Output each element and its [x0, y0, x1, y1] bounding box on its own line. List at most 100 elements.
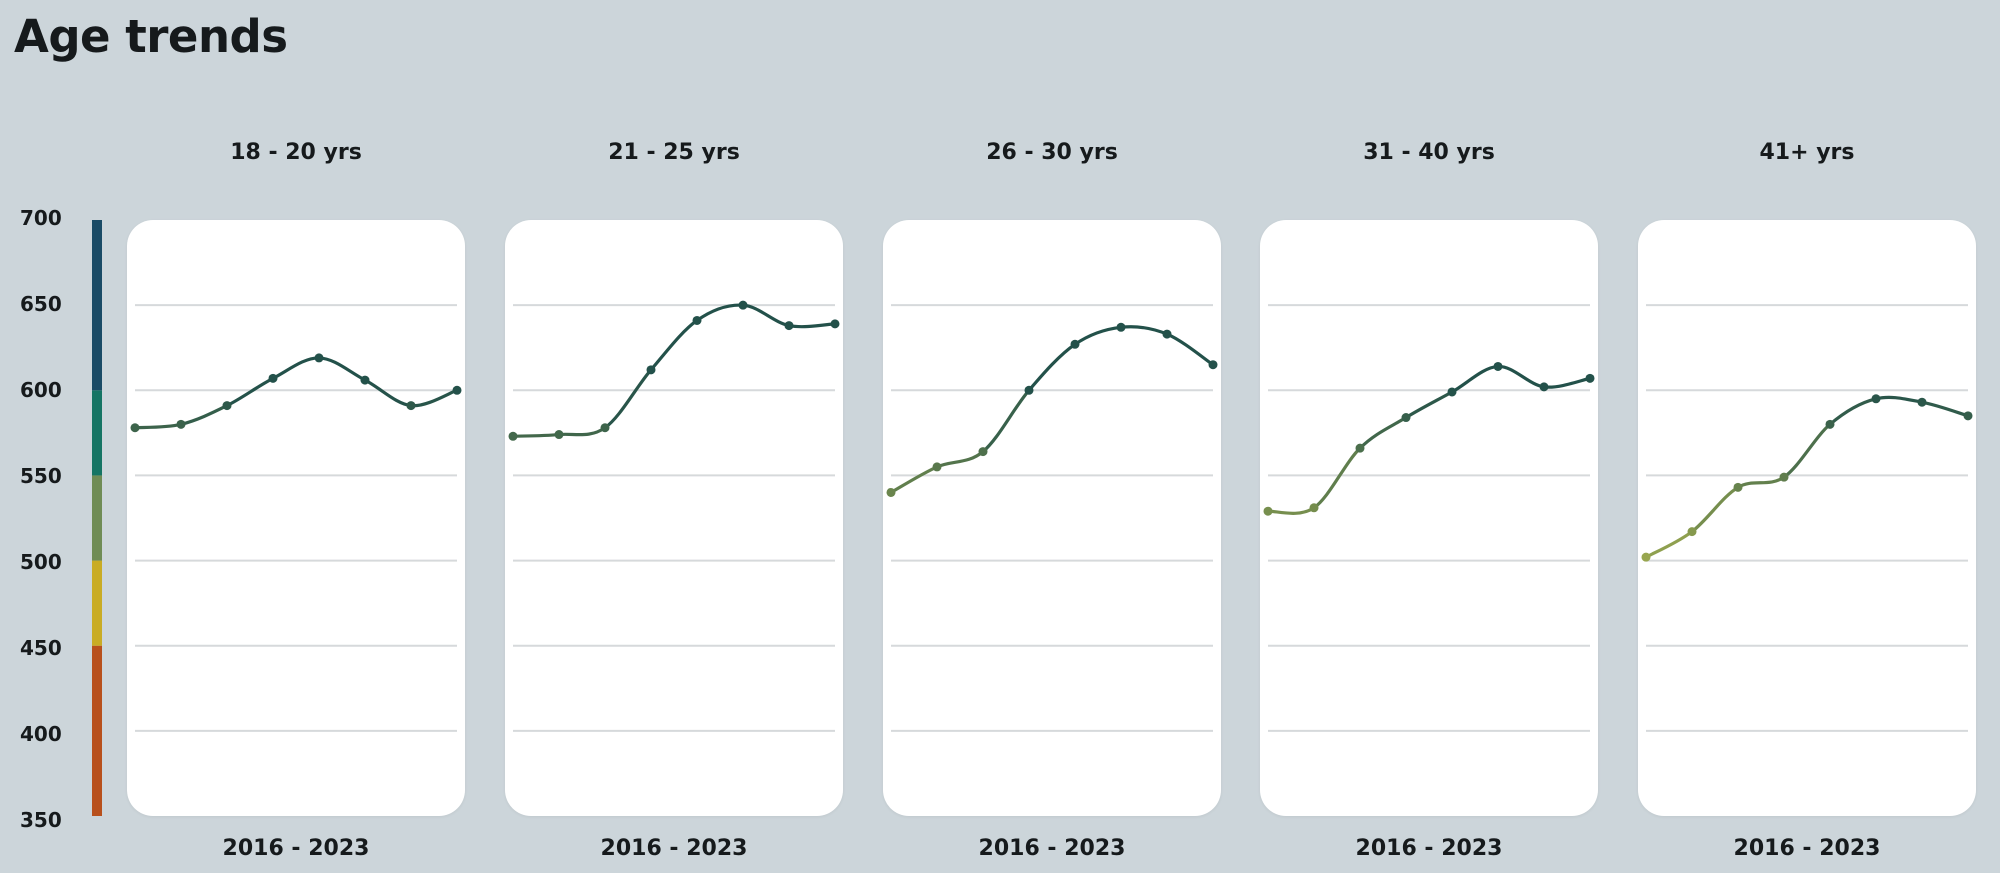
series-line-segment [1312, 446, 1362, 510]
data-point [692, 315, 702, 325]
color-scale-segment [92, 475, 102, 561]
series-line-segment [1119, 325, 1169, 336]
series-line-segment [741, 303, 791, 328]
data-point [886, 487, 896, 497]
y-tick-label: 650 [20, 292, 62, 316]
series-line-segment [1920, 400, 1970, 418]
y-tick-label: 350 [20, 808, 62, 832]
chart-card [1260, 220, 1598, 816]
y-tick-label: 500 [20, 550, 62, 574]
color-scale-segment [92, 645, 102, 816]
panel-title: 21 - 25 yrs [608, 140, 740, 165]
data-point [1825, 419, 1835, 429]
data-point [360, 375, 370, 385]
series-line-segment [1542, 376, 1592, 389]
panel-x-range: 2016 - 2023 [600, 836, 748, 861]
data-point [1116, 322, 1126, 332]
y-tick-label: 700 [20, 206, 62, 230]
series-line-segment [1358, 415, 1408, 450]
y-tick-label: 600 [20, 378, 62, 402]
series-line-segment [1073, 325, 1123, 346]
data-point [1539, 382, 1549, 392]
series-line-segment [695, 303, 745, 323]
series-line-segment [133, 422, 183, 430]
series-line-segment [317, 356, 367, 382]
panel-title: 31 - 40 yrs [1363, 140, 1495, 165]
data-point [1355, 443, 1365, 453]
series-line-segment [363, 378, 413, 408]
series-line-segment [1165, 332, 1215, 367]
series-line-segment [1690, 485, 1740, 534]
y-tick-label: 550 [20, 464, 62, 488]
data-point [406, 401, 416, 411]
panel-title: 26 - 30 yrs [986, 140, 1118, 165]
series-line-segment [1450, 364, 1500, 394]
chart-card [883, 220, 1221, 816]
series-line-segment [1027, 342, 1077, 392]
series-line-segment [603, 368, 653, 430]
y-tick-label: 400 [20, 722, 62, 746]
data-point [1641, 552, 1651, 562]
data-point [130, 423, 140, 433]
series-line-segment [649, 318, 699, 372]
data-point [1447, 387, 1457, 397]
data-point [314, 353, 324, 363]
series-line-segment [1736, 475, 1786, 489]
data-point [784, 321, 794, 331]
panel-x-range: 2016 - 2023 [978, 836, 1126, 861]
series-line-segment [1828, 397, 1878, 426]
data-point [1493, 361, 1503, 371]
chart-card [127, 220, 465, 816]
color-scale-segment [92, 560, 102, 646]
data-point [1070, 339, 1080, 349]
data-point [830, 319, 840, 329]
data-point [932, 462, 942, 472]
chart-card [1638, 220, 1976, 816]
series-line-segment [225, 376, 275, 408]
data-point [1208, 360, 1218, 370]
data-point [1687, 527, 1697, 537]
series-line-segment [1266, 506, 1316, 515]
series-line-segment [935, 449, 985, 469]
series-line-segment [1496, 364, 1546, 389]
series-line-segment [1644, 530, 1694, 559]
data-point [978, 447, 988, 457]
data-point [1585, 373, 1595, 383]
data-point [646, 365, 656, 375]
page-title: Age trends [14, 10, 288, 63]
series-line-segment [557, 426, 607, 437]
series-line-segment [1404, 390, 1454, 420]
data-point [1263, 506, 1273, 516]
panel-x-range: 2016 - 2023 [1733, 836, 1881, 861]
data-point [1401, 413, 1411, 423]
data-point [508, 431, 518, 441]
data-point [600, 423, 610, 433]
data-point [268, 373, 278, 383]
panel-x-range: 2016 - 2023 [222, 836, 370, 861]
data-point [1917, 397, 1927, 407]
data-point [1779, 472, 1789, 482]
series-line-segment [1874, 395, 1924, 404]
data-point [1963, 411, 1973, 421]
series-line-segment [787, 322, 837, 329]
y-tick-label: 450 [20, 636, 62, 660]
data-point [554, 430, 564, 440]
series-line-segment [889, 465, 939, 495]
chart-card [505, 220, 843, 816]
series-line-segment [179, 404, 229, 426]
series-line-segment [1782, 422, 1832, 479]
data-point [176, 419, 186, 429]
data-point [1733, 482, 1743, 492]
series-line-segment [271, 356, 321, 380]
data-point [452, 385, 462, 395]
color-scale-segment [92, 390, 102, 476]
data-point [738, 300, 748, 310]
series-line-segment [981, 388, 1031, 454]
data-point [1024, 385, 1034, 395]
data-point [1871, 394, 1881, 404]
panel-x-range: 2016 - 2023 [1355, 836, 1503, 861]
series-line-segment [511, 432, 561, 438]
panel-title: 41+ yrs [1759, 140, 1855, 165]
color-scale-segment [92, 220, 102, 391]
data-point [1162, 329, 1172, 339]
